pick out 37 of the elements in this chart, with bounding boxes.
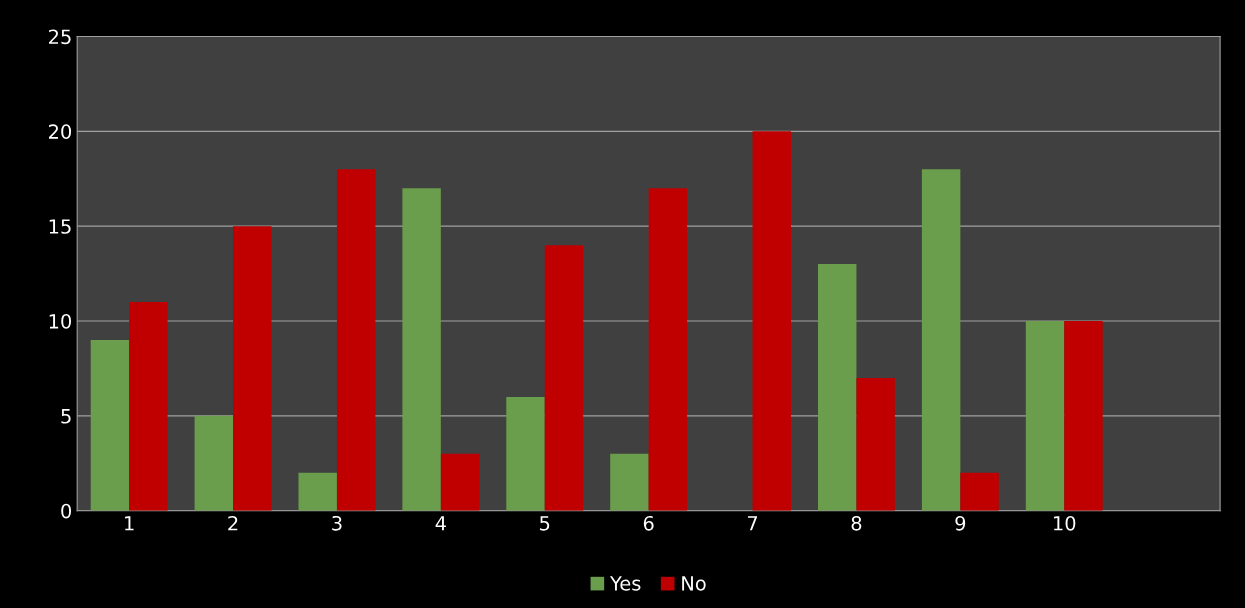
- bar: [1064, 321, 1103, 511]
- y-tick-label: 10: [49, 313, 72, 329]
- bar: [194, 415, 234, 511]
- x-tick-label: 5: [540, 516, 550, 531]
- x-tick-label: 3: [332, 515, 342, 531]
- x-tick-label: 6: [643, 515, 654, 531]
- bar: [298, 472, 337, 511]
- bar: [818, 264, 857, 511]
- x-tick-label: 4: [435, 516, 446, 531]
- bar: [648, 188, 688, 511]
- bar: [506, 396, 545, 511]
- bar: [960, 472, 999, 511]
- x-tick-label: 10: [1054, 515, 1076, 531]
- legend-label: Yes: [609, 576, 641, 591]
- bar: [440, 453, 480, 511]
- x-tick-label: 7: [747, 516, 758, 531]
- bar: [90, 339, 130, 511]
- bar: [1025, 321, 1065, 511]
- x-tick-label: 1: [125, 516, 134, 531]
- bar: [336, 169, 376, 511]
- x-tick-label: 8: [851, 515, 862, 531]
- y-tick-label: 25: [49, 29, 71, 45]
- bar: [233, 226, 272, 511]
- y-tick-label: 15: [49, 219, 71, 234]
- x-tick-label: 2: [228, 515, 238, 531]
- legend-label: No: [682, 576, 706, 591]
- x-tick-label: 9: [955, 515, 966, 531]
- y-tick-label: 20: [49, 124, 72, 139]
- y-tick-label: 0: [61, 503, 72, 519]
- bar: [402, 188, 441, 511]
- bar: [129, 302, 168, 511]
- bar: [544, 245, 584, 511]
- bar: [856, 377, 895, 511]
- bar: [752, 131, 791, 511]
- y-tick-label: 5: [61, 409, 71, 424]
- bar: [610, 453, 649, 511]
- bar: [921, 169, 961, 511]
